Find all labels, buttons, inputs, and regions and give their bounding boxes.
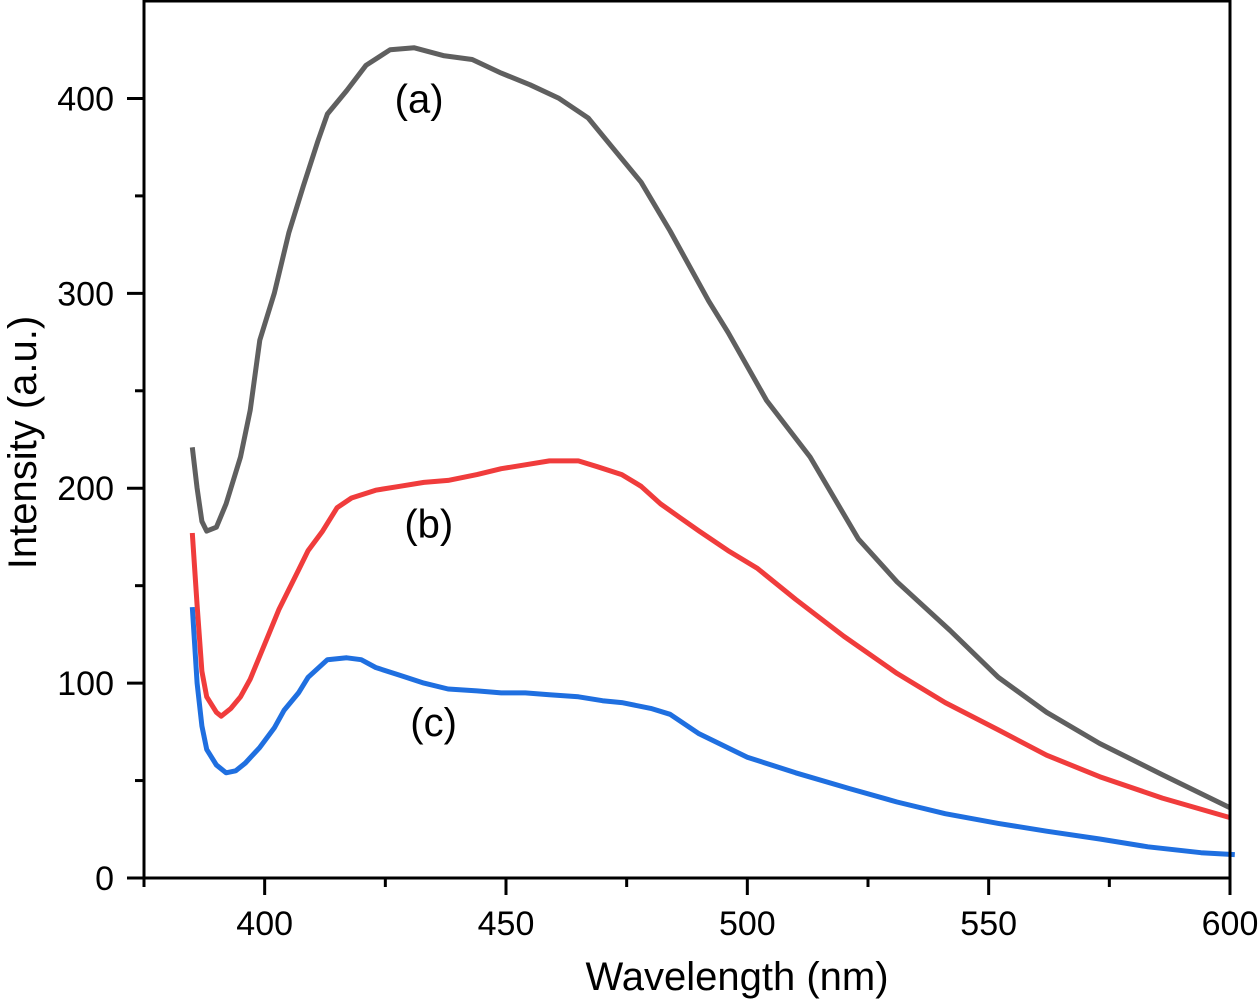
y-tick-label: 300 bbox=[57, 275, 114, 313]
y-tick-label: 0 bbox=[95, 860, 114, 898]
y-tick-label: 100 bbox=[57, 665, 114, 703]
x-tick-label: 400 bbox=[236, 905, 293, 943]
series-line-c bbox=[189, 606, 1235, 858]
x-tick-label: 600 bbox=[1202, 905, 1259, 943]
y-axis-ticks: 0 100 200 300 400 bbox=[57, 80, 144, 898]
x-tick-label: 500 bbox=[719, 905, 776, 943]
x-axis-title: Wavelength (nm) bbox=[585, 955, 888, 999]
x-tick-label: 450 bbox=[478, 905, 535, 943]
series-line-a bbox=[189, 45, 1232, 811]
y-axis-title: Intensity (a.u.) bbox=[1, 316, 45, 569]
y-tick-label: 400 bbox=[57, 80, 114, 118]
plot-frame bbox=[142, 0, 1232, 880]
curve-label-b: (b) bbox=[404, 502, 453, 546]
x-axis-ticks: 400 450 500 550 600 bbox=[142, 878, 1259, 943]
curve-label-c: (c) bbox=[410, 701, 457, 745]
x-tick-label: 550 bbox=[960, 905, 1017, 943]
curve-labels: (a) (b) (c) bbox=[395, 77, 457, 745]
y-tick-label: 200 bbox=[57, 470, 114, 508]
curve-label-a: (a) bbox=[395, 77, 444, 121]
curves-layer bbox=[189, 45, 1235, 858]
series-line-b bbox=[189, 458, 1231, 821]
